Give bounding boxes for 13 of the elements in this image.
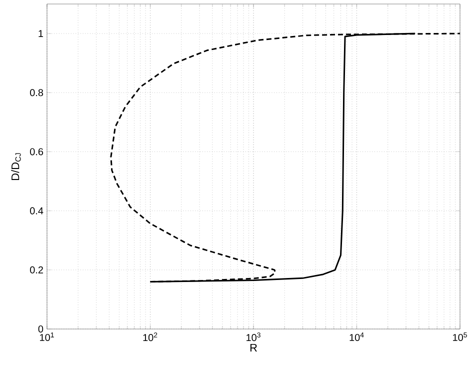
x-tick-label: 10$^{3}$: [246, 332, 260, 342]
y-tick-label: 0.6: [30, 148, 44, 156]
y-tick-label: 0.8: [30, 89, 44, 96]
y-tick-label: 0: [38, 325, 44, 333]
x-tick-label: 10$^{2}$: [143, 332, 158, 342]
y-tick-label: 1: [38, 30, 43, 37]
y-axis-title: D/D$_{CJ}$: [11, 153, 21, 180]
y-tick-label: 0.2: [30, 266, 43, 274]
y-tick-label: 0.4: [30, 207, 44, 214]
x-tick-label: 10$^{1}$: [40, 332, 54, 342]
x-tick-label: 10$^{5}$: [453, 332, 467, 342]
x-tick-label: 10$^{4}$: [350, 332, 364, 342]
x-axis-title: R: [250, 344, 257, 352]
